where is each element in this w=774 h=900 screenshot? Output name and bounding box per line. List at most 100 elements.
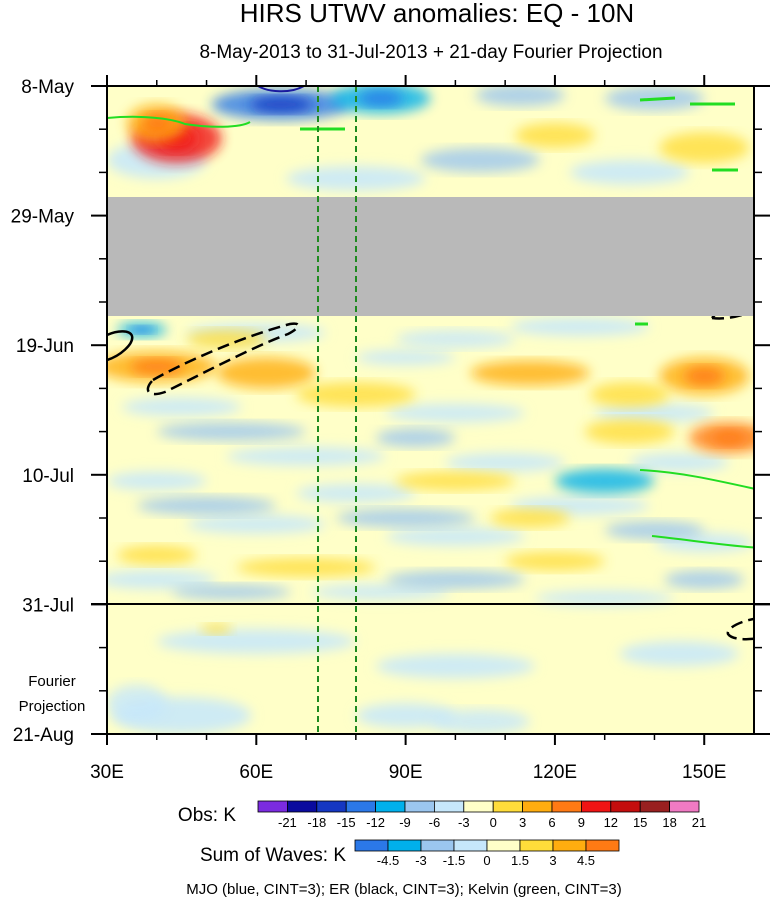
anomaly-blob bbox=[136, 496, 277, 515]
obs-colorbar-tick: -6 bbox=[429, 815, 441, 830]
anomaly-blob bbox=[395, 329, 516, 349]
anomaly-patch bbox=[385, 527, 526, 546]
anomaly-blob bbox=[107, 684, 167, 722]
anomaly-blob bbox=[505, 551, 605, 571]
anomaly-texture bbox=[107, 141, 754, 734]
anomaly-patch bbox=[445, 453, 565, 472]
obs-colorbar-tick: 3 bbox=[519, 815, 526, 830]
anomaly-patch bbox=[107, 471, 207, 491]
anomaly-patch bbox=[510, 317, 650, 336]
waves-colorbar-tick: -1.5 bbox=[443, 853, 465, 868]
chart-title: HIRS UTWV anomalies: EQ - 10N bbox=[240, 0, 634, 28]
anomaly-blob bbox=[490, 508, 570, 528]
waves-colorbar-swatch bbox=[486, 839, 521, 852]
obs-colorbar-swatch bbox=[581, 800, 612, 813]
y-tick-label: 31-Jul bbox=[22, 595, 74, 616]
anomaly-blob bbox=[335, 508, 476, 528]
anomaly-blob bbox=[584, 419, 675, 444]
obs-colorbar-swatch bbox=[463, 800, 494, 813]
anomaly-patch bbox=[226, 447, 386, 466]
obs-colorbar-swatch bbox=[639, 800, 671, 813]
anomaly-core bbox=[684, 366, 725, 386]
anomaly-blob bbox=[430, 709, 531, 734]
x-tick-label: 150E bbox=[682, 762, 726, 783]
obs-colorbar-tick: 6 bbox=[548, 815, 555, 830]
plot-frame bbox=[106, 85, 755, 735]
er-contour bbox=[146, 322, 300, 396]
kelvin-contour bbox=[107, 115, 251, 128]
kelvin-contour bbox=[639, 96, 738, 172]
obs-colorbar-swatch bbox=[257, 800, 288, 813]
anomaly-blob bbox=[156, 422, 307, 441]
anomaly-blobs bbox=[107, 86, 754, 734]
contour-footnote: MJO (blue, CINT=3); ER (black, CINT=3); … bbox=[186, 881, 622, 898]
obs-colorbar-swatch bbox=[492, 800, 524, 813]
anomaly-patch bbox=[311, 584, 451, 600]
anomaly-blob bbox=[216, 357, 317, 389]
obs-colorbar-swatch bbox=[433, 800, 465, 813]
anomaly-core bbox=[130, 326, 154, 334]
anomaly-blob bbox=[659, 132, 750, 164]
waves-colorbar-tick: 4.5 bbox=[577, 853, 595, 868]
waves-colorbar-swatch bbox=[387, 839, 422, 852]
obs-colorbar-tick: 12 bbox=[604, 815, 618, 830]
anomaly-blob bbox=[664, 570, 745, 589]
y-tick-label: 29-May bbox=[11, 207, 75, 228]
obs-colorbar-label: Obs: K bbox=[178, 805, 236, 826]
anomaly-core bbox=[711, 430, 748, 446]
anomaly-patch bbox=[107, 570, 217, 589]
anomaly-blob bbox=[420, 147, 540, 173]
anomaly-patch bbox=[594, 403, 715, 423]
anomaly-blob bbox=[470, 360, 590, 386]
obs-colorbar-tick: -21 bbox=[278, 815, 297, 830]
x-tick-label: 60E bbox=[239, 762, 273, 783]
anomaly-blob bbox=[589, 382, 670, 407]
waves-colorbar: Sum of Waves: K -4.5 -3 -1.5 0 1.5 3 4.5 bbox=[200, 839, 620, 868]
anomaly-blob bbox=[236, 558, 376, 577]
obs-colorbar-tick: -3 bbox=[458, 815, 470, 830]
kelvin-contour bbox=[639, 469, 754, 490]
anomaly-blob bbox=[186, 329, 267, 349]
anomaly-patch bbox=[355, 350, 456, 365]
anomaly-patch bbox=[375, 653, 536, 679]
anomaly-blob bbox=[201, 624, 232, 635]
y-tick-label: 8-May bbox=[21, 77, 74, 98]
anomaly-patch bbox=[156, 629, 356, 654]
waves-colorbar-label: Sum of Waves: K bbox=[200, 845, 346, 866]
anomaly-field bbox=[107, 86, 754, 734]
anomaly-blob bbox=[116, 545, 197, 565]
obs-colorbar-tick: 9 bbox=[578, 815, 585, 830]
obs-colorbar-tick: -9 bbox=[399, 815, 411, 830]
mjo-contour bbox=[257, 86, 305, 93]
x-tick-label: 120E bbox=[533, 762, 577, 783]
waves-colorbar-tick: -3 bbox=[415, 853, 427, 868]
missing-data-band bbox=[107, 197, 754, 316]
waves-colorbar-tick: 3 bbox=[549, 853, 556, 868]
waves-colorbar-tick: -4.5 bbox=[377, 853, 399, 868]
anomaly-blob bbox=[395, 471, 516, 491]
fourier-projection-label: Projection bbox=[19, 698, 86, 715]
kelvin-contour bbox=[651, 535, 754, 549]
anomaly-patch bbox=[619, 641, 740, 667]
obs-colorbar-swatch bbox=[669, 800, 700, 813]
y-tick-label: 19-Jun bbox=[16, 336, 74, 357]
waves-colorbar-tick: 0 bbox=[483, 853, 490, 868]
anomaly-core bbox=[249, 96, 313, 113]
obs-colorbar-tick: 21 bbox=[692, 815, 706, 830]
anomaly-patch bbox=[535, 590, 675, 606]
anomaly-blob bbox=[171, 584, 292, 600]
obs-colorbar-tick: 15 bbox=[633, 815, 647, 830]
plot-area bbox=[91, 85, 770, 735]
anomaly-core bbox=[358, 90, 404, 107]
obs-colorbar-swatch bbox=[522, 800, 553, 813]
waves-colorbar-swatch bbox=[420, 839, 455, 852]
anomaly-blob bbox=[375, 428, 456, 448]
anomaly-blob bbox=[515, 123, 595, 148]
anomaly-patch bbox=[385, 403, 526, 423]
x-tick-label: 90E bbox=[389, 762, 423, 783]
obs-colorbar-swatch bbox=[286, 800, 318, 813]
x-tick-label: 30E bbox=[90, 762, 124, 783]
y-tick-label: 10-Jul bbox=[22, 466, 74, 487]
waves-colorbar-tick: 1.5 bbox=[511, 853, 529, 868]
